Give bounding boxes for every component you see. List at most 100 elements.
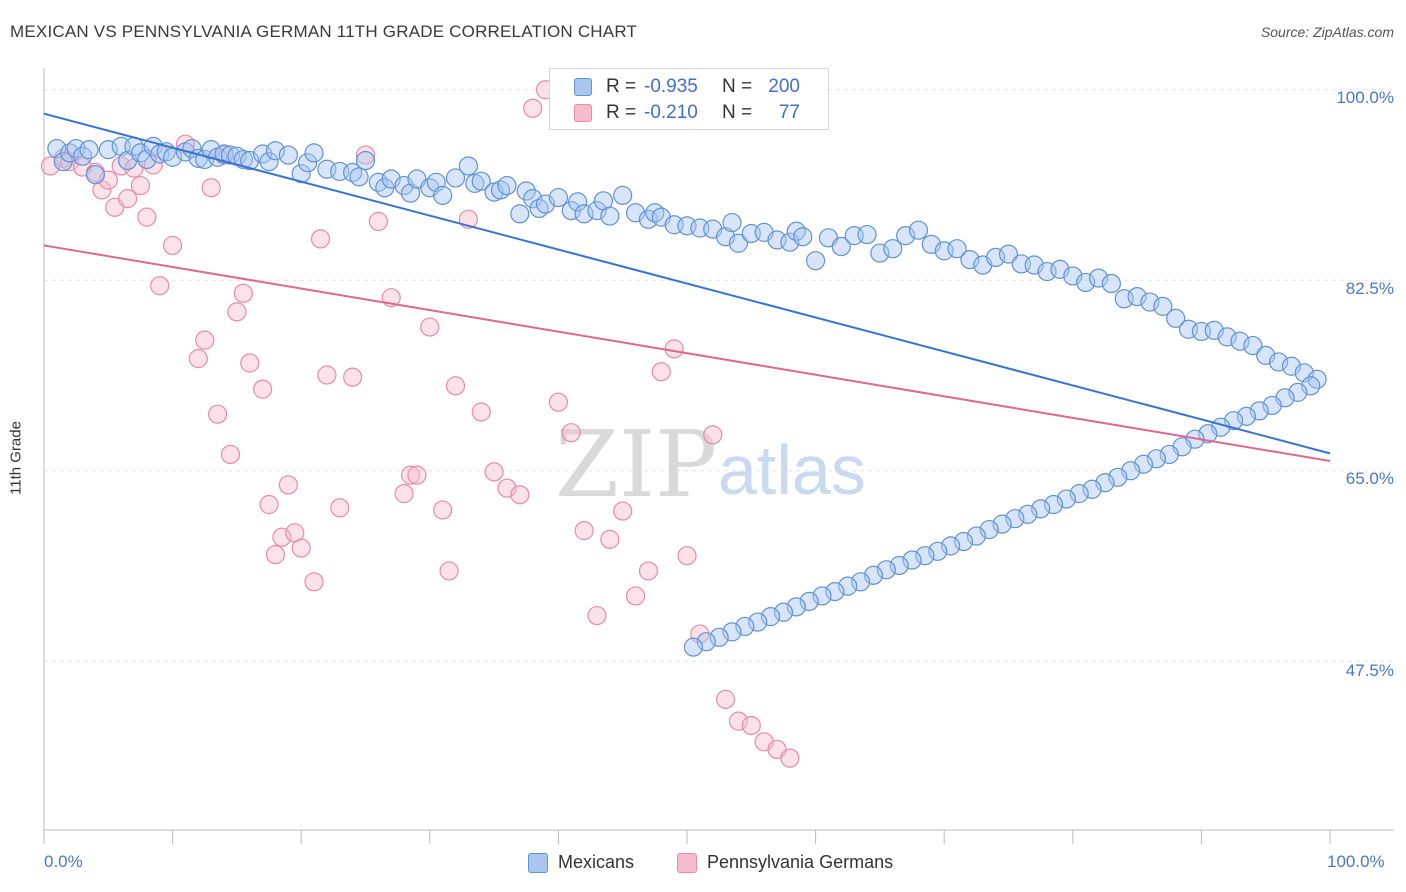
mexican-point: [1166, 308, 1186, 328]
pennsylvania-german-point: [355, 145, 376, 165]
mexican-point: [85, 165, 106, 185]
pennsylvania-german-point: [240, 353, 260, 373]
mexican-point: [568, 192, 588, 212]
pennsylvania-german-point: [548, 392, 569, 412]
mexican-point: [548, 187, 569, 208]
mexican-point: [825, 582, 845, 602]
watermark-atlas: atlas: [718, 431, 866, 509]
legend-row-penn-german: R = -0.210 N = 77: [574, 101, 800, 125]
pennsylvania-german-point: [625, 586, 646, 606]
mexican-point: [1268, 352, 1289, 372]
mexican-point: [889, 555, 909, 576]
pennsylvania-german-point: [510, 485, 530, 505]
bottom-legend-penn-german: Pennsylvania Germans: [677, 852, 893, 873]
mexican-point: [259, 152, 279, 172]
mexican-point: [400, 183, 421, 203]
mexican-point: [1153, 296, 1173, 316]
pennsylvania-german-point: [208, 404, 228, 424]
pennsylvania-german-point: [343, 367, 363, 387]
y-tick-label-100: 100.0%: [1336, 88, 1394, 107]
x-tick-label-min: 0.0%: [44, 852, 83, 871]
mexican-point: [870, 243, 890, 263]
mexican-point: [709, 627, 729, 647]
pennsylvania-german-point: [471, 402, 491, 422]
mexican-point: [613, 185, 633, 205]
y-tick-label-65: 65.0%: [1345, 469, 1394, 488]
mexican-point: [947, 239, 967, 259]
mexican-point: [683, 637, 704, 657]
mexican-point: [1043, 494, 1064, 515]
mexican-point: [883, 239, 903, 259]
y-tick-label-47-5: 47.5%: [1345, 661, 1394, 680]
mexican-point: [851, 572, 871, 592]
pennsylvania-german-point: [484, 462, 504, 482]
pennsylvania-german-point: [220, 444, 241, 465]
watermark-zip: ZIP: [555, 411, 717, 518]
legend-r-label: R =: [606, 76, 637, 97]
pennsylvania-german-point: [587, 605, 607, 626]
mexican-point: [793, 227, 813, 247]
pennsylvania-german-point: [317, 365, 337, 385]
pennsylvania-german-point: [304, 572, 324, 592]
mexican-point: [516, 181, 536, 201]
pennsylvania-german-point: [265, 544, 286, 565]
mexican-point: [304, 143, 324, 163]
pennsylvania-german-point: [394, 484, 414, 504]
pennsylvania-german-point: [188, 349, 208, 369]
pennsylvania-german-point: [420, 317, 440, 337]
pennsylvania-german-point: [677, 546, 697, 566]
mexican-point: [1159, 444, 1179, 465]
pennsylvania-german-point: [561, 423, 581, 443]
pennsylvania-german-point: [728, 711, 749, 731]
legend-swatch-blue: [574, 78, 592, 96]
pennsylvania-german-point: [523, 98, 543, 118]
mexican-point: [953, 531, 974, 552]
source-label: Source: ZipAtlas.com: [1260, 24, 1394, 40]
pennsylvania-german-point: [233, 283, 253, 303]
pennsylvania-german-point: [574, 521, 594, 541]
trend-lines: [43, 112, 1331, 462]
y-tick-label-82-5: 82.5%: [1345, 279, 1394, 298]
legend-n-label: N =: [722, 76, 753, 97]
pennsylvania-german-point: [330, 498, 350, 518]
pennsylvania-german-point: [651, 362, 671, 382]
pennsylvania-german-point: [715, 689, 736, 709]
pennsylvania-german-point: [400, 465, 421, 485]
legend-r-label: R =: [606, 102, 637, 123]
chart-title: MEXICAN VS PENNSYLVANIA GERMAN 11TH GRAD…: [10, 22, 638, 41]
pennsylvania-german-point: [253, 379, 273, 399]
penn-german-trend-line: [43, 244, 1331, 462]
legend-n-label: N =: [722, 102, 753, 123]
mexican-point: [748, 612, 768, 632]
pennsylvania-german-point: [703, 425, 723, 445]
mexican-point: [928, 541, 948, 561]
mexican-point: [1082, 479, 1102, 499]
mexican-point: [722, 212, 742, 233]
pennsylvania-german-point: [433, 500, 453, 520]
mexican-points: [47, 136, 1327, 657]
mexican-point: [471, 171, 491, 191]
legend-n-value: 77: [778, 102, 800, 123]
pennsylvania-german-point: [291, 538, 311, 558]
pennsylvania-german-point: [439, 561, 459, 581]
y-axis-label: 11th Grade: [7, 421, 25, 495]
pennsylvania-german-point: [407, 465, 427, 485]
pennsylvania-german-point: [150, 276, 170, 296]
mexican-point: [1230, 331, 1250, 351]
mexican-point: [1243, 335, 1263, 356]
pennsylvania-german-point: [201, 178, 221, 198]
mexican-point: [805, 251, 826, 271]
pennsylvania-german-point: [310, 229, 331, 249]
mexican-point: [510, 204, 530, 224]
pennsylvania-german-point: [137, 207, 157, 227]
pennsylvania-german-point: [259, 494, 279, 515]
mexican-point: [773, 602, 794, 622]
bottom-legend-label-mexicans: Mexicans: [558, 852, 635, 872]
mexican-point: [1018, 504, 1038, 524]
mexican-point: [1076, 272, 1096, 293]
mexican-point: [278, 145, 298, 165]
pennsylvania-german-point: [664, 339, 684, 359]
pennsylvania-german-point: [163, 235, 183, 256]
x-tick-marks: [43, 830, 1331, 844]
